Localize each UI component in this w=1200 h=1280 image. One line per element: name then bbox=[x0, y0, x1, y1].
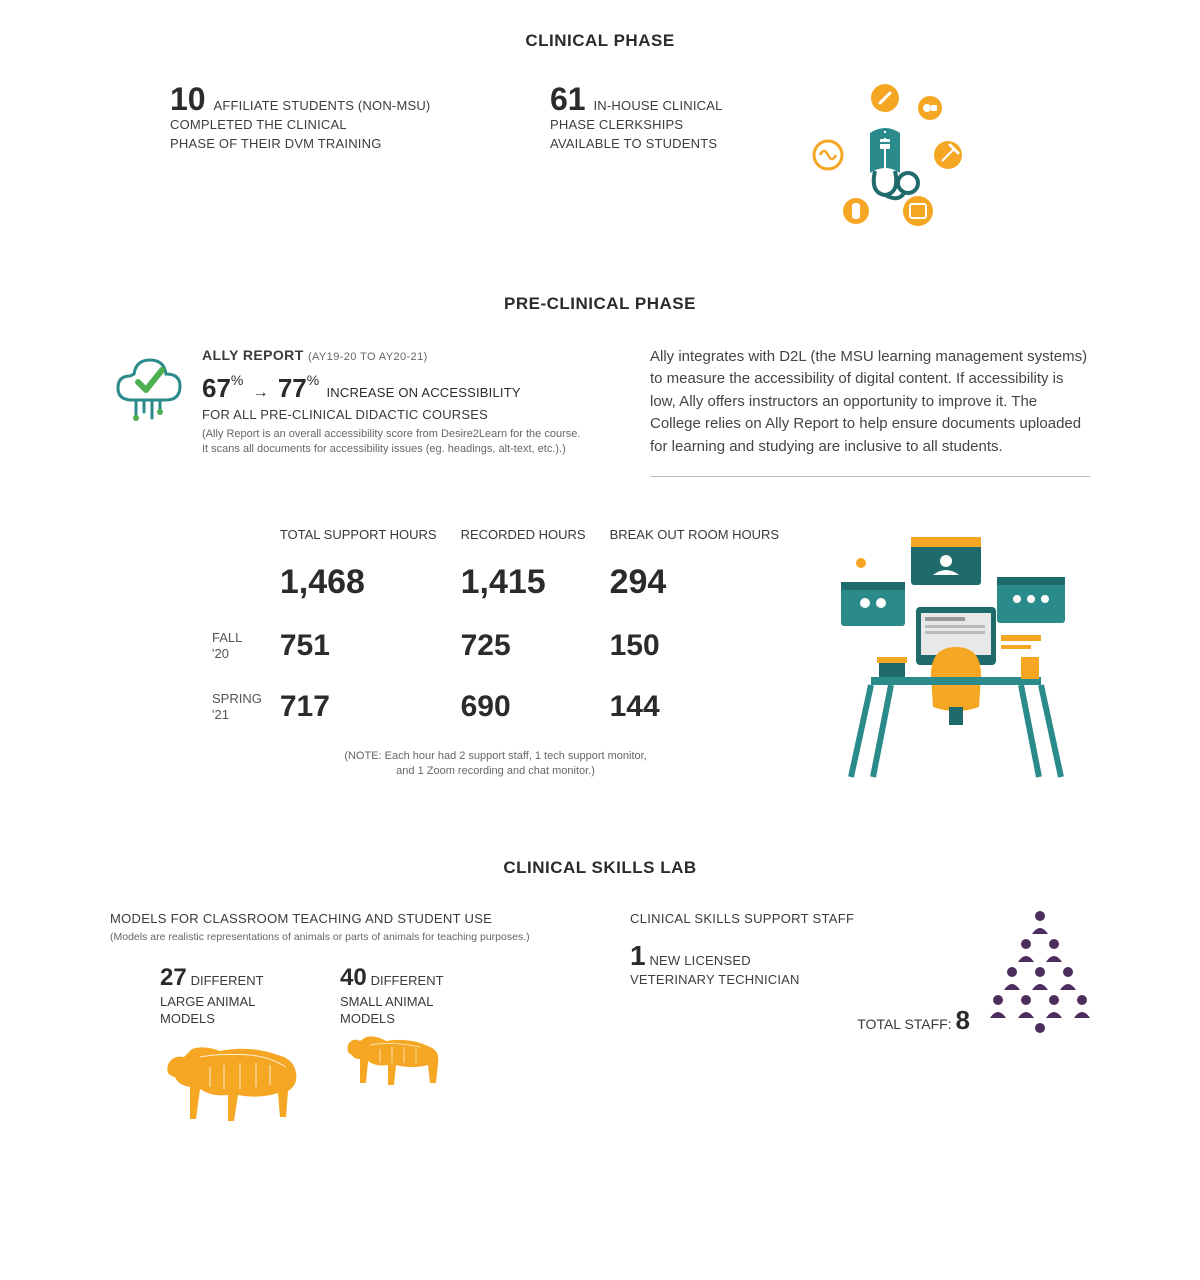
table-row: FALL'20 751 725 150 bbox=[200, 616, 791, 677]
dog-skeleton-icon bbox=[340, 1027, 450, 1097]
table-row: SPRING'21 717 690 144 bbox=[200, 677, 791, 738]
ally-report-block: ALLY REPORT (AY19-20 to AY20-21) 67% → 7… bbox=[110, 346, 590, 478]
cp-stat1-line3: PHASE OF THEIR DVM TRAINING bbox=[170, 136, 382, 151]
col-total: TOTAL SUPPORT HOURS bbox=[268, 527, 449, 550]
models-heading: MODELS FOR CLASSROOM TEACHING AND STUDEN… bbox=[110, 910, 590, 928]
ally-description: Ally integrates with D2L (the MSU learni… bbox=[650, 346, 1090, 478]
divider bbox=[650, 476, 1090, 477]
hours-note: (NOTE: Each hour had 2 support staff, 1 … bbox=[200, 749, 791, 779]
pre-clinical-title: PRE-CLINICAL PHASE bbox=[110, 293, 1090, 316]
pre-clinical-section: PRE-CLINICAL PHASE ALLY REPORT (AY19-20 … bbox=[110, 293, 1090, 787]
cp-stat1-line2: COMPLETED THE CLINICAL bbox=[170, 117, 347, 132]
total-staff: TOTAL STAFF: 8 bbox=[630, 1007, 970, 1034]
ally-title: ALLY REPORT (AY19-20 to AY20-21) bbox=[202, 346, 580, 365]
clinical-phase-section: CLINICAL PHASE 10 AFFILIATE STUDENTS (NO… bbox=[110, 30, 1090, 233]
new-technician: 1 NEW LICENSED VETERINARY TECHNICIAN bbox=[630, 942, 970, 989]
support-hours-block: TOTAL SUPPORT HOURS RECORDED HOURS BREAK… bbox=[110, 527, 1090, 787]
ally-pct-line: 67% → 77% INCREASE ON ACCESSIBILITY bbox=[202, 371, 580, 406]
skills-row: MODELS FOR CLASSROOM TEACHING AND STUDEN… bbox=[110, 910, 1090, 1137]
cp-stat1-line1: AFFILIATE STUDENTS (NON-MSU) bbox=[213, 98, 430, 113]
small-animal-model: 40 DIFFERENT SMALL ANIMAL MODELS bbox=[340, 962, 450, 1137]
col-recorded: RECORDED HOURS bbox=[449, 527, 598, 550]
skills-lab-title: CLINICAL SKILLS LAB bbox=[110, 857, 1090, 880]
ally-report-text: ALLY REPORT (AY19-20 to AY20-21) 67% → 7… bbox=[202, 346, 580, 457]
cp-stat2-line2: PHASE CLERKSHIPS bbox=[550, 117, 683, 132]
clinical-phase-row: 10 AFFILIATE STUDENTS (NON-MSU) COMPLETE… bbox=[110, 83, 1090, 233]
clinical-stat-2: 61 IN-HOUSE CLINICAL PHASE CLERKSHIPS AV… bbox=[550, 83, 760, 153]
cp-stat2-line1: IN-HOUSE CLINICAL bbox=[593, 98, 722, 113]
cp-stat1-num: 10 bbox=[170, 83, 206, 115]
models-subheading: (Models are realistic representations of… bbox=[110, 930, 590, 944]
staff-column: CLINICAL SKILLS SUPPORT STAFF 1 NEW LICE… bbox=[630, 910, 1090, 1137]
clinical-skills-section: CLINICAL SKILLS LAB MODELS FOR CLASSROOM… bbox=[110, 857, 1090, 1137]
staff-heading: CLINICAL SKILLS SUPPORT STAFF bbox=[630, 910, 970, 928]
models-pair: 27 DIFFERENT LARGE ANIMAL MODELS bbox=[110, 962, 590, 1137]
staff-people-icon bbox=[990, 910, 1090, 1040]
col-breakout: BREAK OUT ROOM HOURS bbox=[598, 527, 792, 550]
clinical-phase-title: CLINICAL PHASE bbox=[110, 30, 1090, 53]
pre-clinical-top: ALLY REPORT (AY19-20 to AY20-21) 67% → 7… bbox=[110, 346, 1090, 478]
large-animal-model: 27 DIFFERENT LARGE ANIMAL MODELS bbox=[160, 962, 310, 1137]
horse-skeleton-icon bbox=[160, 1027, 310, 1137]
remote-work-desk-icon bbox=[821, 527, 1090, 787]
models-column: MODELS FOR CLASSROOM TEACHING AND STUDEN… bbox=[110, 910, 590, 1137]
table-row: 1,468 1,415 294 bbox=[200, 550, 791, 616]
table-header-row: TOTAL SUPPORT HOURS RECORDED HOURS BREAK… bbox=[200, 527, 791, 550]
cloud-check-icon bbox=[110, 346, 188, 421]
cp-stat2-num: 61 bbox=[550, 83, 586, 115]
cp-stat2-line3: AVAILABLE TO STUDENTS bbox=[550, 136, 717, 151]
clinical-stat-1: 10 AFFILIATE STUDENTS (NON-MSU) COMPLETE… bbox=[170, 83, 510, 153]
medical-book-icon bbox=[800, 83, 1090, 233]
support-hours-table: TOTAL SUPPORT HOURS RECORDED HOURS BREAK… bbox=[200, 527, 791, 778]
